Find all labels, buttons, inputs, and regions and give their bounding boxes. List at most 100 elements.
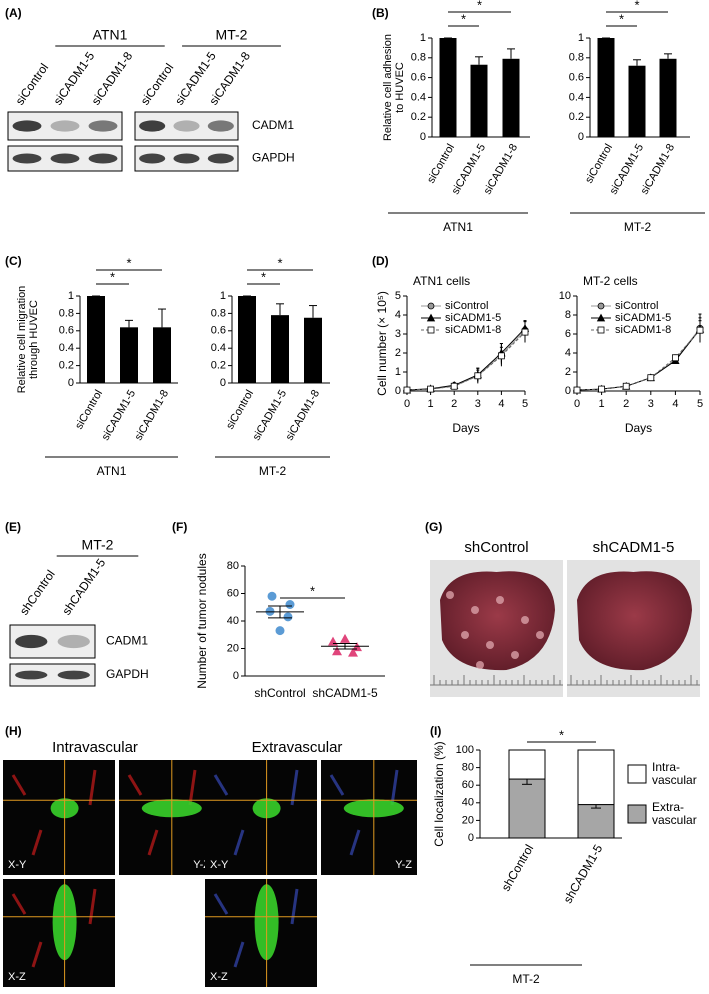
- bar-segment: [577, 804, 615, 839]
- nodule: [476, 661, 484, 669]
- nodule: [511, 651, 519, 659]
- group-label: MT-2: [259, 464, 287, 478]
- y-axis-label: to HUVEC: [394, 62, 406, 113]
- y-tick-label: 6: [565, 328, 571, 340]
- x-tick-label: 3: [648, 398, 654, 410]
- blot-band: [12, 153, 42, 164]
- series-line: [576, 327, 701, 391]
- y-tick-label: 0.8: [411, 52, 426, 64]
- y-tick-label: 0.2: [59, 360, 74, 372]
- blot-band: [173, 120, 200, 132]
- red-signal: [127, 769, 197, 856]
- bar: [87, 296, 105, 383]
- y-tick-label: 4: [565, 347, 571, 359]
- x-tick-label: 5: [522, 398, 528, 410]
- blot-band: [15, 670, 48, 680]
- y-tick-label: 5: [395, 290, 401, 302]
- y-tick-label: 1: [220, 290, 226, 302]
- dot: [285, 600, 295, 609]
- marker: [622, 382, 630, 390]
- blot-band: [207, 153, 234, 164]
- bar: [120, 327, 138, 383]
- imaging-title: Intravascular: [52, 739, 138, 756]
- x-tick-label: 5: [697, 398, 703, 410]
- marker: [573, 386, 581, 394]
- x-tick-label: shControl: [499, 842, 537, 893]
- panel-label: (A): [5, 6, 22, 20]
- series-line: [576, 329, 701, 391]
- y-axis-label: Relative cell adhesion: [382, 34, 394, 141]
- y-tick-label: 0: [420, 131, 426, 143]
- panel-label: (H): [5, 724, 22, 738]
- y-tick-label: 0.4: [411, 91, 426, 103]
- y-tick-label: 10: [559, 290, 571, 302]
- marker: [474, 372, 482, 380]
- y-tick-label: 2: [565, 366, 571, 378]
- legend-label: Extra-: [652, 800, 684, 814]
- view-label: X-Y: [8, 859, 27, 871]
- micrograph: [3, 760, 115, 875]
- significance-label: *: [310, 583, 315, 598]
- y-tick-label: 0.2: [569, 111, 584, 123]
- blot-band: [139, 120, 166, 132]
- panel-label: (D): [372, 254, 389, 268]
- legend-label: vascular: [652, 773, 697, 787]
- lane-label: shCADM1-5: [59, 556, 108, 618]
- dot: [275, 626, 285, 636]
- y-tick-label: 0.8: [59, 307, 74, 319]
- y-tick-label: 1: [578, 32, 584, 44]
- photo-label: shCADM1-5: [593, 539, 675, 556]
- legend-label: siCADM1-8: [615, 324, 671, 336]
- marker: [450, 382, 458, 390]
- y-tick-label: 8: [565, 309, 571, 321]
- red-signal: [11, 769, 97, 856]
- legend-marker: [597, 326, 605, 334]
- dot: [265, 606, 275, 616]
- y-tick-label: 20: [462, 814, 474, 826]
- liver: [577, 571, 692, 671]
- significance-label: *: [634, 0, 639, 12]
- x-tick-label: siCADM1-8: [482, 142, 521, 197]
- micrograph: [321, 760, 417, 875]
- blot-group-label: MT-2: [216, 27, 248, 43]
- significance-label: *: [619, 11, 624, 26]
- y-tick-label: 0: [395, 385, 401, 397]
- nodule: [486, 641, 494, 649]
- marker: [598, 385, 605, 393]
- marker: [647, 374, 655, 382]
- y-tick-label: 0.8: [569, 52, 584, 64]
- significance-label: *: [110, 269, 115, 284]
- x-tick-label: shControl: [254, 686, 305, 700]
- x-tick-label: siControl: [583, 142, 615, 186]
- y-tick-label: 0.6: [411, 72, 426, 84]
- bar: [628, 65, 646, 137]
- legend-label: siCADM1-8: [445, 324, 501, 336]
- legend-label: siCADM1-5: [445, 312, 501, 324]
- bar: [238, 296, 256, 383]
- x-tick-label: siCADM1-8: [284, 388, 323, 443]
- legend-swatch: [627, 804, 647, 824]
- panel-label: (B): [372, 6, 389, 20]
- y-tick-label: 1: [68, 290, 74, 302]
- legend-swatch: [627, 764, 647, 784]
- group-label: ATN1: [443, 220, 473, 234]
- legend-marker: [427, 326, 435, 334]
- x-tick-label: siCADM1-8: [133, 388, 172, 443]
- nodule: [446, 591, 454, 599]
- panel-label: (I): [430, 724, 441, 738]
- y-tick-label: 40: [462, 797, 474, 809]
- y-tick-label: 0: [233, 670, 239, 682]
- blot-band: [139, 153, 166, 164]
- x-tick-label: siControl: [73, 388, 105, 432]
- y-axis-label: Number of tumor nodules: [195, 553, 209, 688]
- group-label: ATN1: [97, 464, 127, 478]
- y-tick-label: 0.2: [411, 111, 426, 123]
- bar-segment: [508, 749, 546, 780]
- panel-label: (C): [5, 254, 22, 268]
- bar: [304, 317, 322, 383]
- red-signal: [329, 769, 399, 856]
- x-axis-label: Days: [452, 421, 479, 435]
- y-tick-label: 0.8: [211, 307, 226, 319]
- view-label: X-Z: [8, 971, 26, 983]
